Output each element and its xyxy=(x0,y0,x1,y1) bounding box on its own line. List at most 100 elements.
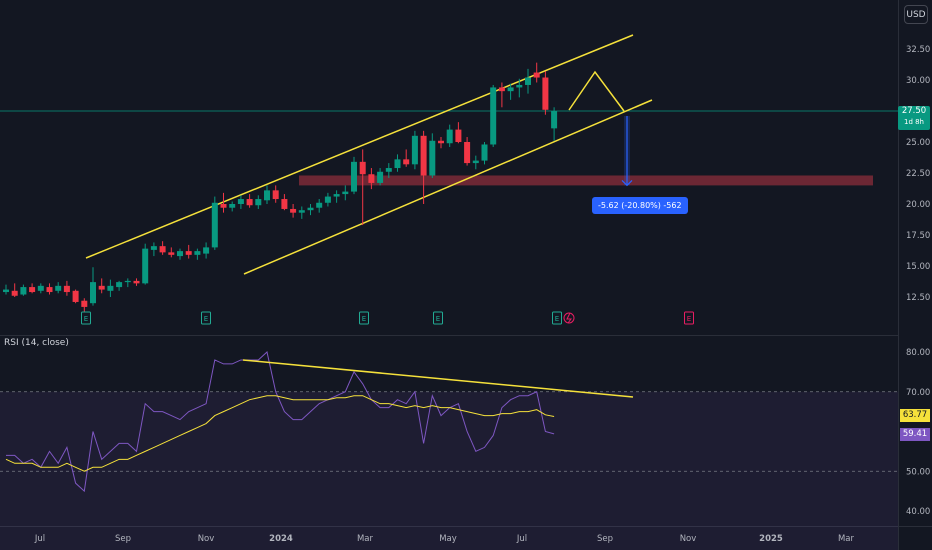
earnings-marker xyxy=(81,311,91,325)
price-tick-label: 20.00 xyxy=(906,200,930,210)
current-price-tag: 27.50 1d 8h xyxy=(898,106,930,130)
candle-body xyxy=(237,199,244,204)
time-tick-label: Jul xyxy=(516,534,527,544)
earnings-marker xyxy=(359,311,369,325)
channel-lower-line xyxy=(243,99,653,275)
candle-body xyxy=(211,202,218,248)
rsi-line xyxy=(6,351,555,493)
earnings-marker-label: E xyxy=(555,315,559,323)
projection-path xyxy=(568,70,625,112)
candle-body xyxy=(107,285,114,291)
candle-body xyxy=(403,159,410,165)
candle-body xyxy=(46,287,53,293)
candle-body xyxy=(264,190,270,201)
candle-body xyxy=(351,161,357,192)
dividend-icon xyxy=(563,312,575,324)
earnings-marker xyxy=(552,311,562,325)
candle-body xyxy=(272,190,279,200)
rsi-ma-value-tag: 63.77 xyxy=(900,409,930,422)
support-zone xyxy=(299,175,873,186)
rsi-tick-label: 70.00 xyxy=(906,388,930,398)
rsi-value-tag: 59.41 xyxy=(900,428,930,441)
earnings-marker xyxy=(433,311,443,325)
measure-tool-label[interactable]: -5.62 (-20.80%) -562 xyxy=(592,197,688,214)
candle-body xyxy=(229,204,236,208)
rsi-legend[interactable]: RSI (14, close) xyxy=(4,338,69,348)
earnings-marker xyxy=(684,311,694,325)
candle-body xyxy=(290,208,297,213)
candle-body xyxy=(342,191,349,195)
price-tick-label: 12.50 xyxy=(906,293,930,303)
candle-body xyxy=(385,168,392,172)
price-tick-label: 32.50 xyxy=(906,45,930,55)
candle-body xyxy=(368,174,375,183)
currency-button[interactable]: USD xyxy=(904,5,928,24)
time-tick-label: Sep xyxy=(597,534,613,544)
rsi-ma-line xyxy=(5,395,555,472)
candle-body xyxy=(63,285,70,293)
rsi-tick-label: 40.00 xyxy=(906,507,930,517)
earnings-marker-label: E xyxy=(687,315,691,323)
candle-body xyxy=(394,159,401,169)
candle-body xyxy=(37,285,44,291)
earnings-marker-label: E xyxy=(204,315,208,323)
candle-body xyxy=(429,140,436,176)
candle-body xyxy=(116,282,123,288)
time-tick-label: Jul xyxy=(34,534,45,544)
time-tick-label: Mar xyxy=(357,534,374,544)
candle-body xyxy=(324,196,331,203)
price-tick-label: 15.00 xyxy=(906,262,930,272)
candle-body xyxy=(168,252,175,255)
earnings-marker-label: E xyxy=(84,315,88,323)
dividend-bolt-icon xyxy=(566,312,572,324)
measure-arrowhead xyxy=(621,179,633,187)
candle-body xyxy=(220,204,227,208)
earnings-marker xyxy=(201,311,211,325)
bar-countdown: 1d 8h xyxy=(903,118,924,126)
candle-body xyxy=(150,246,157,250)
candle-body xyxy=(255,199,262,206)
price-tick-label: 30.00 xyxy=(906,76,930,86)
candle-body xyxy=(29,287,36,293)
candle-body xyxy=(551,111,558,129)
candle-body xyxy=(124,280,131,283)
candle-body xyxy=(464,142,471,164)
candle-body xyxy=(542,77,549,110)
candle-body xyxy=(411,135,418,165)
pane-separator xyxy=(0,335,898,336)
candle-body xyxy=(420,135,427,176)
candle-body xyxy=(525,77,531,85)
candle-body xyxy=(20,287,27,295)
currency-label: USD xyxy=(906,9,926,20)
candle-body xyxy=(55,285,62,291)
time-tick-label: Nov xyxy=(198,534,215,544)
candle-body xyxy=(307,207,314,211)
candle-body xyxy=(98,285,105,290)
candle-body xyxy=(3,289,9,293)
candle-body xyxy=(90,282,96,304)
candle-body xyxy=(533,72,540,78)
price-tick-label: 22.50 xyxy=(906,169,930,179)
time-tick-label: 2025 xyxy=(759,534,783,544)
candle-body xyxy=(203,247,210,254)
price-tick-label: 17.50 xyxy=(906,231,930,241)
candle-body xyxy=(281,199,288,209)
candle-body xyxy=(498,87,505,92)
price-scale-border xyxy=(898,0,899,550)
rsi-band xyxy=(0,391,898,550)
candle-body xyxy=(72,290,79,302)
time-scale-border xyxy=(0,526,932,527)
time-tick-label: May xyxy=(439,534,457,544)
time-tick-label: Sep xyxy=(115,534,131,544)
candle-body xyxy=(185,251,192,255)
channel-upper-line xyxy=(85,34,634,259)
candle-body xyxy=(490,87,497,145)
rsi-tick-label: 80.00 xyxy=(906,348,930,358)
current-price-value: 27.50 xyxy=(901,106,927,116)
time-tick-label: 2024 xyxy=(269,534,293,544)
time-tick-label: Mar xyxy=(838,534,855,544)
candle-body xyxy=(133,280,140,284)
rsi-tick-label: 50.00 xyxy=(906,467,930,477)
candle-body xyxy=(516,84,523,88)
